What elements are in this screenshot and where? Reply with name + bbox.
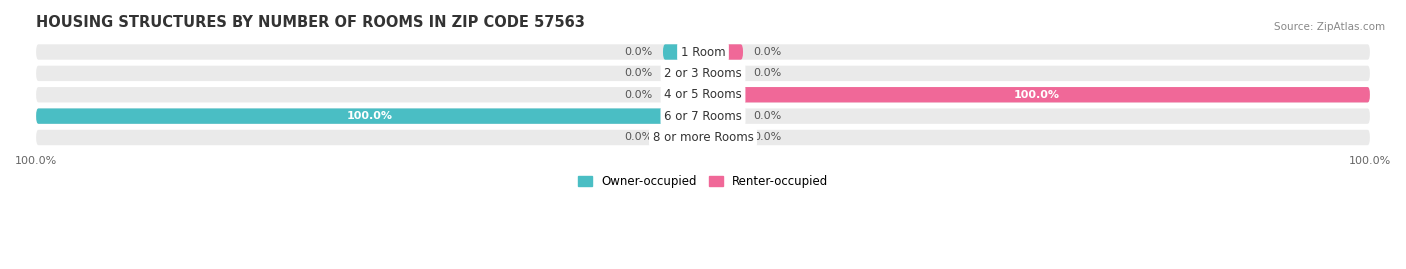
FancyBboxPatch shape (703, 130, 1369, 145)
FancyBboxPatch shape (37, 108, 703, 124)
Text: 0.0%: 0.0% (754, 47, 782, 57)
Text: 0.0%: 0.0% (754, 133, 782, 143)
FancyBboxPatch shape (703, 66, 742, 81)
Text: 6 or 7 Rooms: 6 or 7 Rooms (664, 110, 742, 123)
FancyBboxPatch shape (664, 66, 703, 81)
FancyBboxPatch shape (664, 44, 703, 60)
Text: 8 or more Rooms: 8 or more Rooms (652, 131, 754, 144)
Text: 1 Room: 1 Room (681, 45, 725, 58)
Text: 100.0%: 100.0% (346, 111, 392, 121)
FancyBboxPatch shape (703, 87, 1369, 102)
Text: 0.0%: 0.0% (624, 133, 652, 143)
FancyBboxPatch shape (37, 87, 703, 102)
FancyBboxPatch shape (703, 87, 1369, 102)
FancyBboxPatch shape (703, 108, 742, 124)
Text: 4 or 5 Rooms: 4 or 5 Rooms (664, 88, 742, 101)
Text: Source: ZipAtlas.com: Source: ZipAtlas.com (1274, 22, 1385, 31)
FancyBboxPatch shape (37, 130, 703, 145)
Text: 100.0%: 100.0% (1014, 90, 1060, 100)
Text: 0.0%: 0.0% (624, 90, 652, 100)
Text: 0.0%: 0.0% (624, 68, 652, 78)
FancyBboxPatch shape (703, 44, 742, 60)
FancyBboxPatch shape (703, 108, 1369, 124)
FancyBboxPatch shape (664, 130, 703, 145)
FancyBboxPatch shape (703, 66, 1369, 81)
Text: 0.0%: 0.0% (754, 111, 782, 121)
Text: 2 or 3 Rooms: 2 or 3 Rooms (664, 67, 742, 80)
Text: 0.0%: 0.0% (754, 68, 782, 78)
FancyBboxPatch shape (37, 66, 703, 81)
FancyBboxPatch shape (703, 44, 1369, 60)
FancyBboxPatch shape (37, 108, 703, 124)
FancyBboxPatch shape (37, 44, 703, 60)
FancyBboxPatch shape (703, 130, 742, 145)
Text: HOUSING STRUCTURES BY NUMBER OF ROOMS IN ZIP CODE 57563: HOUSING STRUCTURES BY NUMBER OF ROOMS IN… (37, 15, 585, 30)
Legend: Owner-occupied, Renter-occupied: Owner-occupied, Renter-occupied (572, 171, 834, 193)
Text: 0.0%: 0.0% (624, 47, 652, 57)
FancyBboxPatch shape (664, 87, 703, 102)
